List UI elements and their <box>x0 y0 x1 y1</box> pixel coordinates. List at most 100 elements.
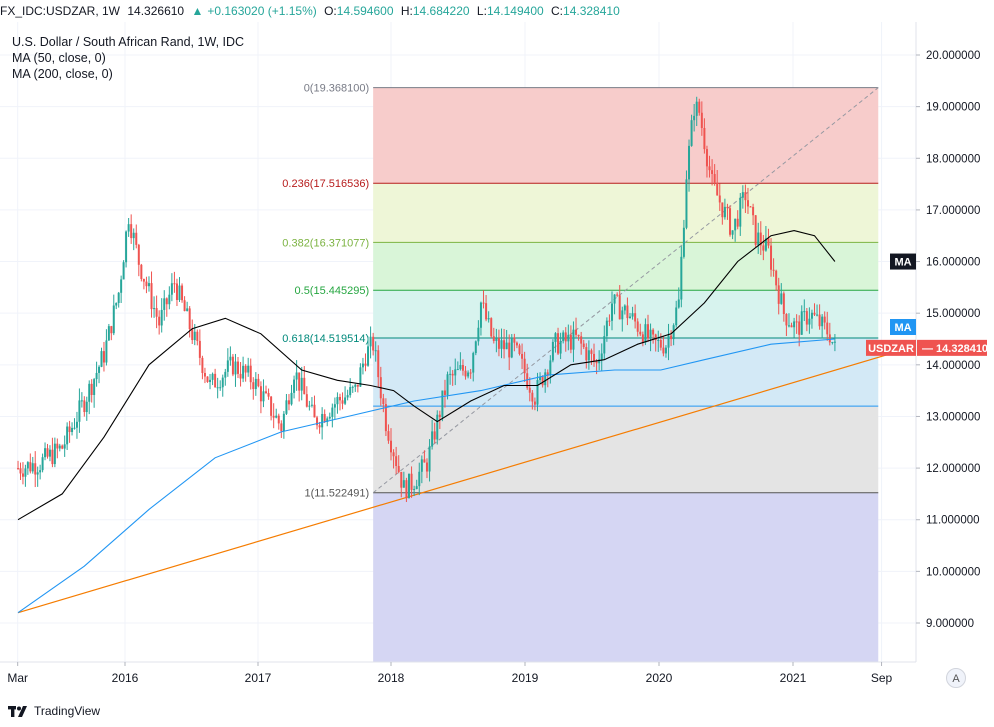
candle-body <box>644 324 647 343</box>
candle-body <box>132 232 135 239</box>
candle-body <box>364 363 367 366</box>
candle-body <box>749 206 752 208</box>
candle-body <box>247 365 250 373</box>
tradingview-brand[interactable]: TradingView <box>34 704 101 718</box>
candle-body <box>201 357 204 373</box>
candle-body <box>500 340 503 349</box>
legend-ma50[interactable]: MA (50, close, 0) <box>12 51 106 65</box>
candle-body <box>160 309 163 326</box>
price-tick-label: 18.000000 <box>926 153 980 165</box>
candle-body <box>63 444 66 449</box>
symbol-title[interactable]: FX_IDC:USDZAR, 1W <box>0 4 121 18</box>
candle-body <box>816 314 819 316</box>
low-value: 14.149400 <box>486 4 544 18</box>
candle-body <box>729 208 732 235</box>
price-tick-label: 17.000000 <box>926 205 980 217</box>
candle-body <box>690 120 693 146</box>
candle-body <box>623 305 626 311</box>
candle-body <box>746 200 749 207</box>
candle-body <box>490 318 493 337</box>
candle-body <box>102 351 105 363</box>
candle-body <box>805 311 808 325</box>
candle-body <box>549 360 552 376</box>
candle-body <box>759 232 762 246</box>
candle-body <box>145 281 148 287</box>
candle-body <box>446 374 449 395</box>
candle-body <box>459 365 462 370</box>
candle-body <box>181 285 184 301</box>
candle-body <box>405 480 408 499</box>
candle-body <box>531 392 534 402</box>
price-chart[interactable]: 0(19.368100) 0.236(17.516536) 0.382(16.371… <box>0 22 994 702</box>
time-tick-label: Sep <box>871 671 893 685</box>
fib-level-label: 0.618(14.519514) <box>282 333 369 345</box>
candle-body <box>85 401 88 413</box>
candle-body <box>775 270 778 286</box>
candle-body <box>757 232 760 245</box>
ma50-line <box>17 230 836 521</box>
autoscale-button[interactable]: A <box>946 668 966 688</box>
candle-body <box>216 387 219 389</box>
candle-body <box>234 361 237 375</box>
close-value: 14.328410 <box>563 4 620 18</box>
candle-body <box>298 372 301 391</box>
candle-body <box>716 182 719 196</box>
candle-body <box>497 338 500 349</box>
candle-body <box>120 279 123 293</box>
candle-body <box>544 372 547 386</box>
candle-body <box>46 448 49 457</box>
legend-title[interactable]: U.S. Dollar / South African Rand, 1W, ID… <box>12 35 245 49</box>
candle-body <box>244 365 247 373</box>
candle-body <box>438 414 441 418</box>
candle-body <box>115 302 118 306</box>
candle-body <box>521 353 524 359</box>
candle-body <box>68 426 71 433</box>
tradingview-logo-icon <box>8 706 27 717</box>
legend-ma200[interactable]: MA (200, close, 0) <box>12 67 113 81</box>
candle-body <box>515 342 518 346</box>
candle-body <box>272 415 275 418</box>
candle-body <box>219 387 222 389</box>
time-tick-label: 2018 <box>378 671 405 685</box>
candle-body <box>147 283 150 287</box>
candle-body <box>626 305 629 319</box>
candle-body <box>441 390 444 418</box>
candle-body <box>603 336 606 354</box>
low-label: L: <box>476 4 487 18</box>
candle-body <box>382 398 385 405</box>
fib-band <box>373 492 879 662</box>
candle-body <box>454 369 457 376</box>
candle-body <box>265 391 268 393</box>
candle-body <box>316 417 319 426</box>
price-change: +0.163020 (+1.15%) <box>207 4 317 18</box>
candle-body <box>249 365 252 383</box>
candle-body <box>649 329 652 339</box>
candle-body <box>785 313 788 326</box>
candle-body <box>772 269 775 271</box>
last-price-tag-value: — 14.328410 <box>922 343 988 355</box>
candle-body <box>137 244 140 265</box>
candle-body <box>790 325 793 328</box>
fib-level-label: 0.236(17.516536) <box>282 178 369 190</box>
ma200-line <box>17 338 835 614</box>
candle-body <box>585 347 588 361</box>
ma-tag <box>890 319 916 335</box>
candle-body <box>600 353 603 360</box>
candle-body <box>539 376 542 381</box>
candle-body <box>485 303 488 320</box>
candle-body <box>762 245 765 251</box>
candle-body <box>611 303 614 321</box>
candle-body <box>621 310 624 320</box>
candle-body <box>654 334 657 341</box>
candle-body <box>100 351 103 367</box>
time-tick-label: Mar <box>7 671 28 685</box>
candle-body <box>196 331 199 341</box>
candle-body <box>377 350 380 378</box>
candle-body <box>428 446 431 472</box>
candle-body <box>407 473 410 499</box>
candle-body <box>193 331 196 341</box>
candle-body <box>341 400 344 404</box>
candle-body <box>270 396 273 416</box>
candle-body <box>464 370 467 377</box>
candle-body <box>826 322 829 335</box>
